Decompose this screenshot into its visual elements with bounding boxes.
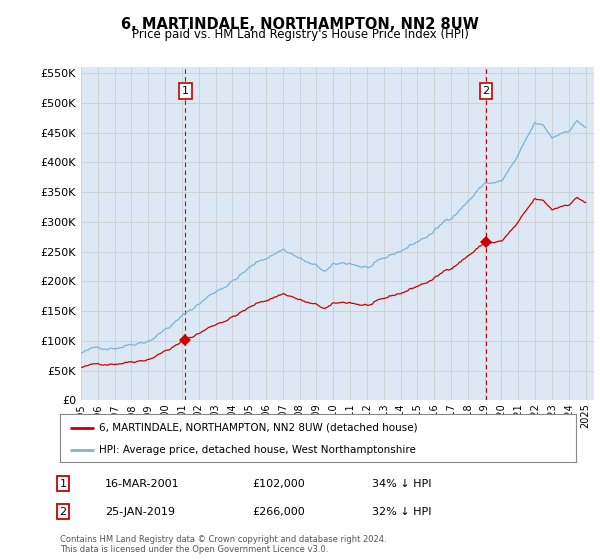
- Text: 32% ↓ HPI: 32% ↓ HPI: [372, 507, 431, 517]
- Text: 16-MAR-2001: 16-MAR-2001: [105, 479, 179, 489]
- Text: HPI: Average price, detached house, West Northamptonshire: HPI: Average price, detached house, West…: [98, 445, 416, 455]
- Text: £266,000: £266,000: [252, 507, 305, 517]
- Text: £102,000: £102,000: [252, 479, 305, 489]
- Text: 2: 2: [482, 86, 490, 96]
- Text: Contains HM Land Registry data © Crown copyright and database right 2024.
This d: Contains HM Land Registry data © Crown c…: [60, 535, 386, 554]
- Text: Price paid vs. HM Land Registry's House Price Index (HPI): Price paid vs. HM Land Registry's House …: [131, 28, 469, 41]
- Text: 6, MARTINDALE, NORTHAMPTON, NN2 8UW: 6, MARTINDALE, NORTHAMPTON, NN2 8UW: [121, 17, 479, 32]
- Text: 1: 1: [182, 86, 189, 96]
- Text: 1: 1: [59, 479, 67, 489]
- Text: 2: 2: [59, 507, 67, 517]
- Text: 34% ↓ HPI: 34% ↓ HPI: [372, 479, 431, 489]
- Text: 25-JAN-2019: 25-JAN-2019: [105, 507, 175, 517]
- Text: 6, MARTINDALE, NORTHAMPTON, NN2 8UW (detached house): 6, MARTINDALE, NORTHAMPTON, NN2 8UW (det…: [98, 423, 418, 433]
